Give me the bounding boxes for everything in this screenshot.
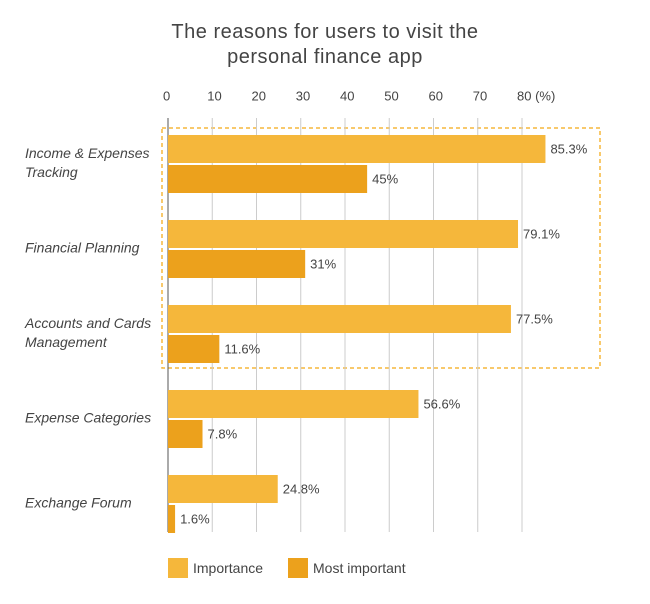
highlight-box xyxy=(161,127,601,369)
bar xyxy=(168,420,203,448)
value-label: 77.5% xyxy=(516,311,553,326)
x-tick-label: 50 xyxy=(384,88,398,103)
x-tick-label: 70 xyxy=(473,88,487,103)
legend-label: Importance xyxy=(193,560,264,576)
value-label: 79.1% xyxy=(523,226,560,241)
bar xyxy=(168,135,546,163)
bar xyxy=(168,505,176,533)
value-label: 11.6% xyxy=(224,341,260,356)
category-label: Financial Planning xyxy=(25,239,140,256)
legend-swatch xyxy=(168,558,188,578)
value-label: 45% xyxy=(372,171,398,186)
value-label: 56.6% xyxy=(423,396,460,411)
chart-title: The reasons for users to visit the perso… xyxy=(171,21,479,68)
value-label: 1.6% xyxy=(180,511,210,526)
x-tick-label: 40 xyxy=(340,88,354,103)
bar xyxy=(168,305,511,333)
category-label: Accounts and Cards Management xyxy=(25,315,152,350)
x-tick-label: 60 xyxy=(429,88,443,103)
category-label: Income & Expenses Tracking xyxy=(25,145,150,180)
value-label: 85.3% xyxy=(550,141,587,156)
bar xyxy=(168,165,368,193)
value-label: 31% xyxy=(310,256,336,271)
category-label: Expense Categories xyxy=(25,409,152,426)
bar xyxy=(168,475,278,503)
value-label: 24.8% xyxy=(283,481,320,496)
x-tick-label: 30 xyxy=(296,88,310,103)
x-tick-label: 10 xyxy=(207,88,221,103)
x-tick-label: 20 xyxy=(252,88,266,103)
legend-swatch xyxy=(288,558,308,578)
bar xyxy=(168,335,220,363)
bar xyxy=(168,390,419,418)
bar xyxy=(168,220,519,248)
legend-label: Most important xyxy=(313,560,406,576)
value-label: 7.8% xyxy=(208,426,238,441)
bar xyxy=(168,250,306,278)
x-tick-label: 80 (%) xyxy=(517,88,555,103)
category-label: Exchange Forum xyxy=(25,494,132,511)
x-tick-label: 0 xyxy=(163,88,170,103)
